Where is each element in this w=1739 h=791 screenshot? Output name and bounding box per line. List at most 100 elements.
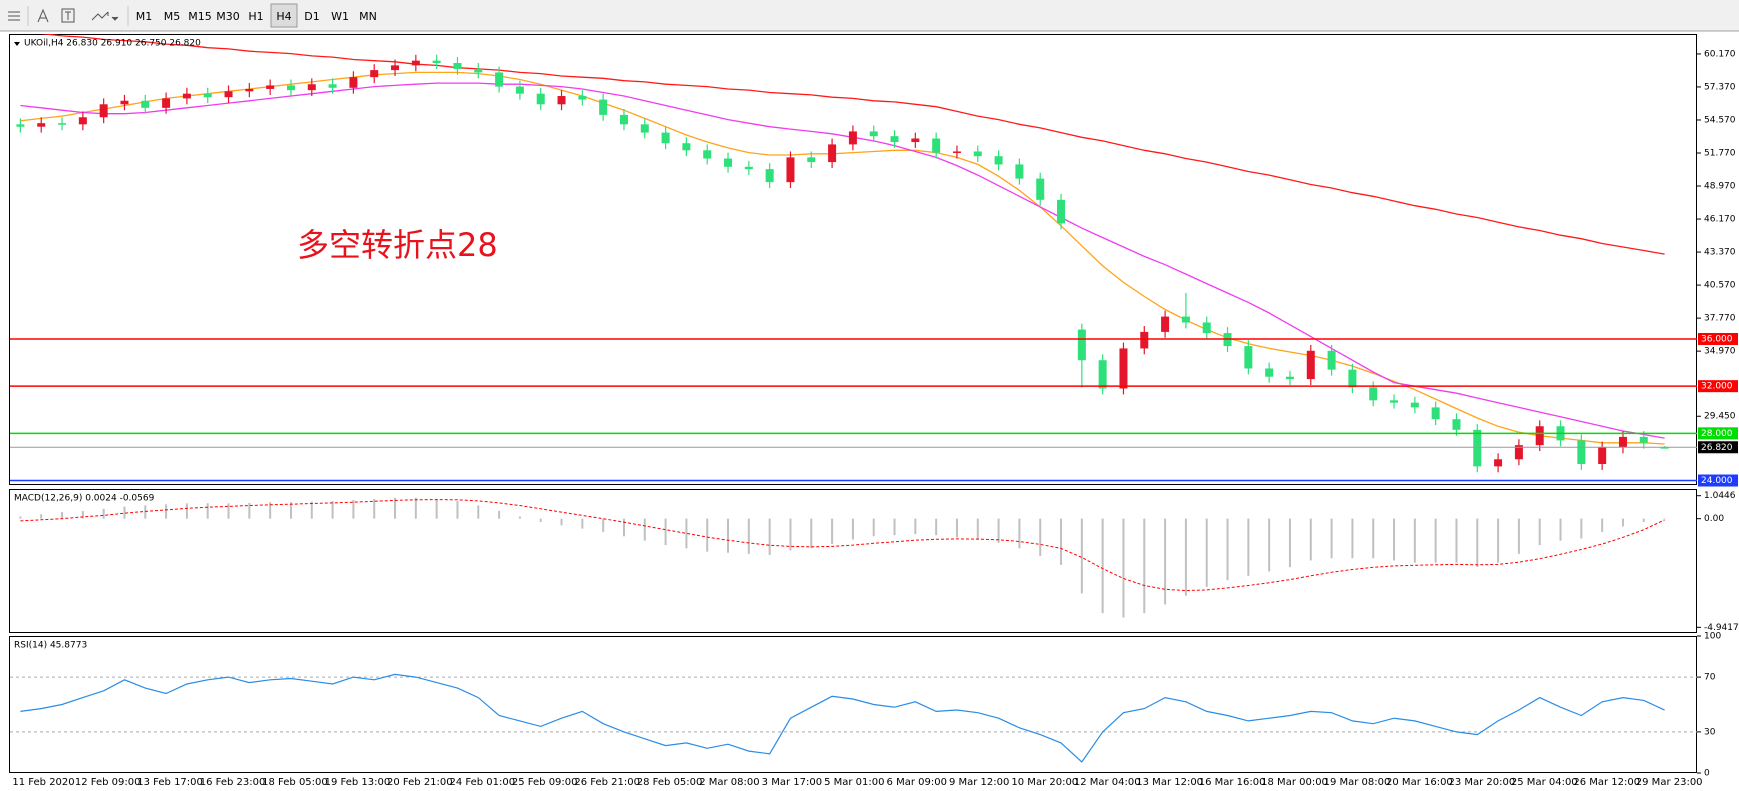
candle-body — [474, 68, 483, 73]
x-tick-label: 6 Mar 09:00 — [887, 777, 947, 788]
candle-body — [640, 124, 649, 133]
macd-bar — [1018, 518, 1021, 549]
candle-body — [1327, 350, 1336, 370]
candle-body — [1285, 376, 1294, 380]
text-tool-icon[interactable] — [37, 8, 49, 23]
timeframe-button[interactable]: M1 — [136, 10, 153, 23]
plot: 60.170 57.370 54.570 51.770 48.970 46.170 43.3… — [10, 34, 1739, 788]
timeframe-label[interactable]: M5 — [164, 10, 181, 23]
label-tool-glyph — [65, 11, 71, 20]
y-tick-label: 70 — [1704, 673, 1716, 683]
macd-bar — [373, 498, 376, 519]
candle-body — [453, 63, 462, 69]
candle-body — [1639, 436, 1648, 443]
timeframe-label[interactable]: M30 — [216, 10, 240, 23]
panel-title: UKOil,H4 26.830 26.910 26.750 26.820 — [24, 39, 201, 49]
timeframe-button[interactable]: M15 — [188, 10, 212, 23]
timeframe-label[interactable]: M1 — [136, 10, 153, 23]
timeframe-label[interactable]: M15 — [188, 10, 212, 23]
candle-body — [286, 85, 295, 91]
timeframe-button[interactable]: W1 — [331, 10, 349, 23]
macd-bar — [997, 518, 1000, 543]
macd-bar — [560, 518, 563, 526]
candle-body — [1348, 369, 1357, 388]
x-tick-label: 5 Mar 01:00 — [824, 777, 884, 788]
macd-bar — [102, 508, 105, 519]
y-tick-label: 57.370 — [1704, 82, 1736, 92]
timeframe-button[interactable]: MN — [359, 10, 377, 23]
timeframe-button[interactable]: H1 — [248, 10, 263, 23]
macd-bar — [1538, 518, 1541, 546]
x-tick-label: 18 Mar 00:00 — [1261, 777, 1328, 788]
macd-bar — [1559, 518, 1562, 541]
macd-bar — [1288, 518, 1291, 568]
x-tick-label: 2 Mar 08:00 — [699, 777, 759, 788]
macd-bar — [289, 502, 292, 519]
timeframe-button[interactable]: D1 — [304, 10, 319, 23]
macd-bar — [1621, 518, 1624, 527]
macd-bar — [1226, 518, 1229, 581]
y-tick-label: 43.370 — [1704, 248, 1736, 258]
candle-body — [58, 123, 67, 125]
macd-bar — [1247, 518, 1250, 576]
macd-bar — [61, 512, 64, 519]
level-label: 32.000 — [1701, 382, 1733, 392]
label-tool-icon[interactable] — [61, 8, 75, 23]
timeframe-button[interactable]: M30 — [216, 10, 240, 23]
candle-body — [1057, 199, 1066, 224]
macd-bar — [1601, 518, 1604, 532]
timeframe-label[interactable]: D1 — [304, 10, 319, 23]
dropdown-icon[interactable] — [111, 16, 119, 21]
timeframe-button[interactable]: M5 — [164, 10, 181, 23]
candle-body — [266, 85, 275, 89]
macd-bar — [414, 497, 417, 519]
timeframe-label[interactable]: H4 — [276, 10, 291, 23]
candle-body — [1369, 387, 1378, 401]
macd-bar — [1268, 518, 1271, 572]
price-clip — [16, 34, 1669, 473]
candle-body — [1161, 316, 1170, 332]
candle-body — [182, 93, 191, 99]
button-pressed[interactable] — [270, 3, 298, 28]
candle-body — [1514, 445, 1523, 460]
macd-bar — [955, 518, 958, 538]
macd-bar — [1309, 518, 1312, 561]
timeframe-label[interactable]: H1 — [248, 10, 263, 23]
panels — [9, 34, 1697, 773]
macd-bar — [1413, 518, 1416, 563]
macd-bar — [1039, 518, 1042, 557]
timeframe-label[interactable]: W1 — [331, 10, 349, 23]
candle-body — [932, 138, 941, 153]
y-tick-label: 60.170 — [1704, 49, 1736, 59]
candle-body — [1452, 419, 1461, 430]
macd-bar — [622, 518, 625, 537]
candle-body — [619, 114, 628, 125]
candle-body — [1577, 440, 1586, 465]
x-tick-label: 25 Feb 09:00 — [512, 777, 578, 788]
arrows-tool-icon[interactable] — [91, 11, 109, 21]
grip-icon[interactable] — [8, 11, 20, 21]
x-tick-label: 19 Mar 08:00 — [1324, 777, 1391, 788]
macd-bar — [19, 516, 22, 519]
candle-body — [162, 98, 171, 108]
macd-bar — [1164, 518, 1167, 605]
x-tick-label: 13 Feb 17:00 — [137, 777, 203, 788]
timeframe-button[interactable]: H4 — [270, 3, 298, 28]
candle-body — [1202, 322, 1211, 334]
macd-bar — [1184, 518, 1187, 596]
x-tick-label: 12 Feb 09:00 — [75, 777, 141, 788]
macd-bar — [206, 503, 209, 519]
macd-bar — [1351, 518, 1354, 559]
candle-body — [328, 84, 337, 88]
candle-body — [828, 144, 837, 163]
y-tick-label: 48.970 — [1704, 182, 1736, 192]
candle-body — [495, 72, 504, 87]
annotation: 多空转折点28 — [297, 226, 498, 264]
candle-body — [1181, 316, 1190, 323]
candle-body — [99, 104, 108, 118]
macd-bar — [435, 498, 438, 519]
macd-bar — [706, 518, 709, 552]
timeframe-label[interactable]: MN — [359, 10, 377, 23]
macd-bar — [539, 518, 542, 522]
candle-body — [1390, 400, 1399, 403]
